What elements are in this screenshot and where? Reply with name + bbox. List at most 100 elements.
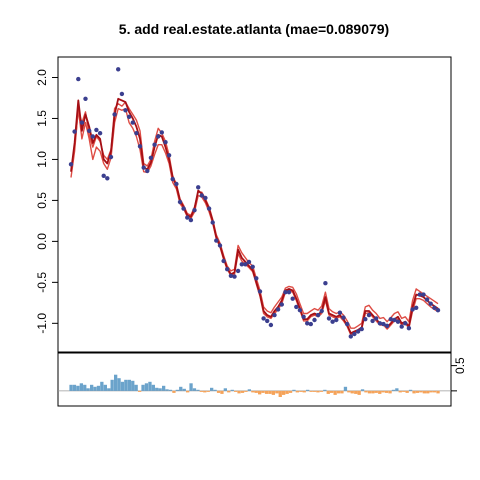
data-point (301, 314, 306, 319)
residual-plot: 0.5 (57, 352, 467, 407)
data-point (323, 281, 328, 286)
residual-bar (148, 381, 152, 391)
data-point (428, 301, 433, 306)
residual-bar (182, 388, 186, 391)
y-tick-label: -1.0 (35, 313, 49, 334)
residual-bar (343, 386, 348, 391)
residual-bar (131, 380, 135, 391)
residual-bar (103, 384, 107, 391)
residual-bar (186, 390, 190, 393)
residual-bar (141, 384, 145, 391)
data-point (414, 305, 419, 310)
data-point (334, 317, 339, 323)
residual-bar (220, 390, 224, 394)
residual-bar (306, 389, 310, 391)
data-point (421, 292, 426, 297)
data-point (156, 134, 161, 139)
data-point (192, 208, 197, 213)
data-point (225, 267, 230, 272)
residual-bar (405, 390, 409, 393)
band-line-lower (70, 107, 439, 336)
residual-bar (79, 383, 83, 391)
data-point (319, 308, 324, 314)
data-point (384, 323, 390, 328)
data-point (381, 321, 386, 327)
data-point (315, 312, 321, 318)
residual-bar (367, 390, 372, 394)
residual-bar (309, 390, 313, 392)
residual-bar (323, 389, 327, 391)
data-point (210, 220, 215, 225)
residual-bar (388, 390, 392, 394)
main-plot: -1.0 -0.5 0.0 0.5 1.0 1.5 2.0 (35, 56, 452, 353)
y-tick-label: -0.5 (35, 272, 49, 293)
data-point (377, 321, 383, 326)
residual-bar (426, 390, 430, 394)
data-point (392, 317, 397, 323)
data-point (90, 134, 96, 139)
residual-bar (69, 384, 73, 391)
data-point (406, 326, 412, 331)
data-point (395, 319, 401, 324)
residual-bar (151, 384, 155, 391)
residual-bar (251, 390, 255, 393)
residual-bar (350, 390, 354, 394)
residual-bar (395, 388, 399, 391)
data-point (279, 302, 284, 307)
data-point (341, 315, 346, 320)
residual-bar (275, 390, 279, 394)
residual-bar (165, 389, 169, 391)
residual-bar (179, 386, 183, 391)
residual-bar (192, 388, 197, 391)
data-point (166, 153, 172, 158)
residual-bar (326, 390, 330, 394)
data-point (217, 243, 223, 248)
residual-bar (429, 390, 433, 393)
residual-bar (364, 390, 368, 393)
residual-bar (93, 386, 97, 391)
residual-bar (299, 390, 303, 392)
data-point (206, 206, 212, 211)
data-point (221, 258, 226, 264)
residual-bar (203, 390, 207, 393)
data-point (185, 215, 190, 220)
data-point (199, 193, 204, 198)
residual-bar (378, 390, 382, 394)
data-point (196, 185, 201, 190)
data-point (170, 176, 175, 182)
data-point (283, 290, 288, 295)
data-point (235, 268, 241, 274)
residual-bar (83, 384, 87, 391)
residual-bar (189, 383, 193, 391)
data-point (305, 321, 310, 326)
residual-bar (107, 388, 111, 391)
data-point (123, 108, 128, 113)
residual-bar (216, 390, 221, 393)
residual-bar (384, 390, 389, 393)
residual-bar (285, 390, 289, 394)
data-point (432, 305, 437, 310)
data-point (126, 114, 132, 120)
residual-bar (391, 389, 396, 391)
data-point (370, 318, 375, 324)
data-point (294, 304, 299, 310)
data-point (297, 308, 303, 313)
residual-bar (374, 390, 378, 393)
data-point (403, 321, 408, 326)
data-point (228, 273, 234, 278)
residual-bar (120, 381, 125, 391)
residual-bar (162, 385, 166, 391)
residual-bar (144, 383, 149, 391)
data-point (410, 307, 415, 312)
residual-bar (244, 390, 248, 392)
residual-bar (316, 390, 320, 393)
residual-bar (72, 384, 77, 391)
data-point (337, 310, 343, 315)
y-tick-label: 1.0 (35, 151, 49, 168)
residual-bar (100, 381, 104, 391)
residual-bar (354, 390, 358, 394)
data-point (105, 176, 110, 181)
residual-bar (237, 390, 241, 394)
y-tick-label: 2.0 (35, 69, 49, 86)
